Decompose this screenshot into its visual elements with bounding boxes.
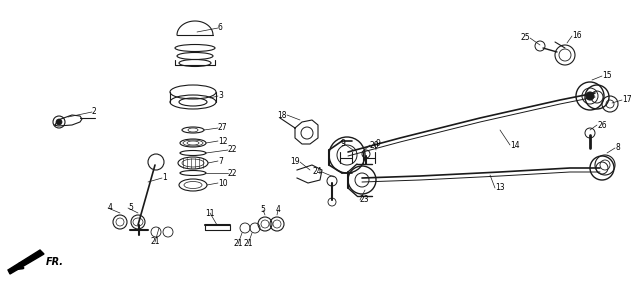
Text: 7: 7 (218, 157, 223, 166)
Text: 25: 25 (520, 34, 530, 43)
Text: 4: 4 (108, 203, 113, 212)
Text: 9: 9 (340, 139, 346, 148)
Text: 6: 6 (218, 23, 223, 32)
Text: 23: 23 (360, 196, 370, 205)
Text: 4: 4 (276, 206, 280, 214)
Text: 18: 18 (278, 110, 287, 119)
Text: FR.: FR. (46, 257, 64, 267)
Text: 8: 8 (615, 143, 620, 152)
Polygon shape (8, 250, 44, 274)
Text: 19: 19 (291, 158, 300, 166)
Text: 20: 20 (370, 140, 380, 149)
Text: 13: 13 (495, 184, 504, 193)
Text: 16: 16 (572, 32, 582, 40)
Text: 15: 15 (602, 71, 612, 80)
Circle shape (56, 119, 62, 125)
Text: 21: 21 (233, 239, 243, 248)
Text: 9: 9 (375, 139, 380, 148)
Text: 5: 5 (128, 203, 133, 212)
Text: 24: 24 (312, 167, 322, 176)
Text: 22: 22 (228, 169, 237, 178)
Text: 21: 21 (243, 239, 253, 248)
Text: 26: 26 (597, 121, 607, 130)
Text: 22: 22 (228, 146, 237, 154)
Text: 3: 3 (218, 92, 223, 100)
Text: 14: 14 (510, 140, 520, 149)
Text: 12: 12 (218, 136, 227, 146)
Text: 27: 27 (218, 124, 228, 133)
Text: 21: 21 (150, 238, 160, 247)
Text: 11: 11 (205, 208, 215, 217)
Text: 10: 10 (218, 178, 228, 188)
Text: 5: 5 (260, 206, 266, 214)
Text: 2: 2 (92, 107, 97, 116)
Circle shape (586, 92, 594, 100)
Text: 17: 17 (622, 95, 632, 104)
Text: 1: 1 (162, 173, 167, 182)
